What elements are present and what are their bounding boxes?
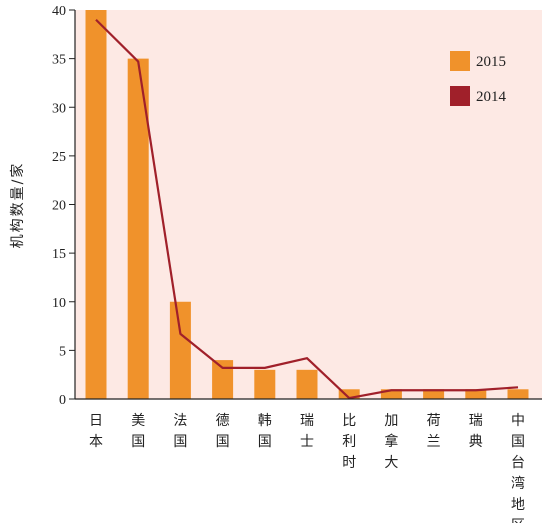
legend: 2015 2014 bbox=[450, 51, 507, 106]
bar bbox=[85, 10, 107, 399]
x-tick-label: 瑞士 bbox=[300, 413, 314, 450]
bar bbox=[423, 389, 445, 399]
y-tick-label: 0 bbox=[59, 393, 66, 408]
plot-background bbox=[75, 10, 542, 399]
y-tick-label: 35 bbox=[52, 53, 66, 68]
y-axis-ticks: 0 5 10 15 20 25 30 35 40 bbox=[52, 4, 75, 408]
bar bbox=[169, 301, 191, 399]
bar bbox=[296, 369, 318, 399]
bar bbox=[254, 369, 276, 399]
bar-series-2015 bbox=[85, 10, 529, 399]
x-tick-label: 中国台湾地区 bbox=[511, 413, 525, 523]
x-tick-label: 加拿大 bbox=[384, 413, 398, 471]
bar bbox=[380, 389, 402, 399]
y-tick-label: 25 bbox=[52, 150, 66, 165]
x-tick-label: 荷兰 bbox=[427, 413, 441, 450]
x-tick-label: 比利时 bbox=[342, 413, 356, 471]
y-axis-title: 机构数量/家 bbox=[9, 162, 26, 249]
x-tick-label: 美国 bbox=[131, 413, 145, 450]
bar bbox=[338, 389, 360, 399]
bar bbox=[212, 360, 234, 399]
x-tick-label: 法国 bbox=[173, 413, 187, 450]
legend-swatch-2015 bbox=[450, 51, 470, 71]
y-tick-label: 30 bbox=[52, 101, 66, 116]
bar bbox=[465, 389, 487, 399]
y-tick-label: 10 bbox=[52, 296, 66, 311]
x-tick-label: 韩国 bbox=[258, 413, 272, 450]
legend-label-2015: 2015 bbox=[476, 54, 506, 70]
bar bbox=[127, 58, 149, 399]
x-tick-label: 瑞典 bbox=[469, 413, 483, 450]
y-tick-label: 40 bbox=[52, 4, 66, 19]
y-tick-label: 15 bbox=[52, 247, 66, 262]
legend-label-2014: 2014 bbox=[476, 89, 507, 105]
x-tick-label: 日本 bbox=[89, 413, 103, 450]
bar bbox=[507, 389, 529, 399]
legend-swatch-2014 bbox=[450, 86, 470, 106]
y-tick-label: 5 bbox=[59, 344, 66, 359]
y-tick-label: 20 bbox=[52, 199, 66, 214]
x-tick-label: 德国 bbox=[216, 413, 230, 450]
line-series-2014 bbox=[95, 18, 519, 400]
